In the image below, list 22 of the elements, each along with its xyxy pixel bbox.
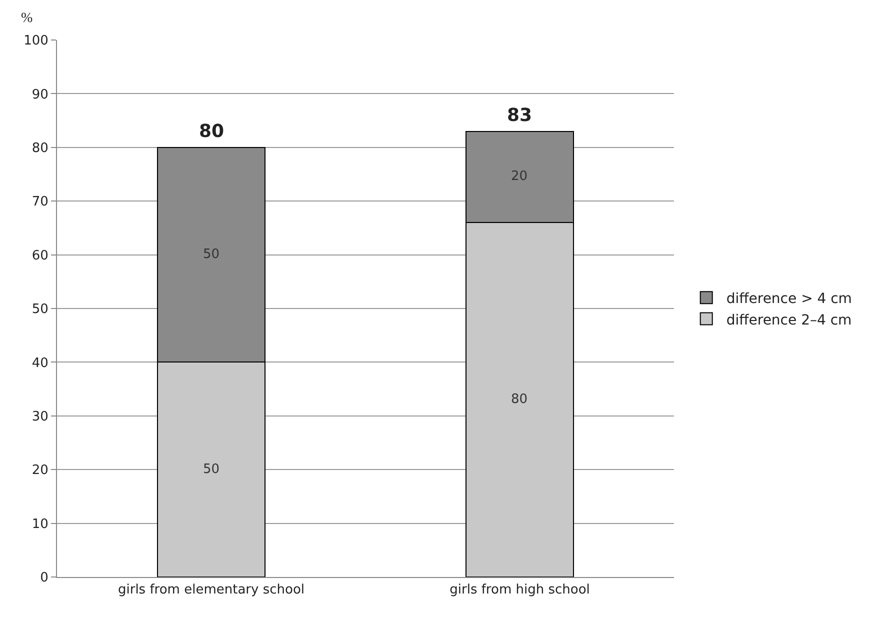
y-tick-label: 50 [32,302,48,318]
y-tick-label: 70 [32,194,48,210]
total-label: 83 [507,105,532,126]
y-axis-title: % [21,11,33,26]
annotation: 50 [203,247,220,262]
legend-label: difference 2–4 cm [726,312,852,328]
x-tick-label: girls from high school [450,582,590,598]
y-tick-label: 0 [40,570,48,586]
y-tick-label: 80 [32,140,48,156]
x-tick-label: girls from elementary school [118,582,305,598]
total-label: 80 [199,121,224,142]
y-tick-label: 90 [32,87,48,102]
y-tick-label: 40 [32,356,48,371]
y-tick-label: 10 [32,516,48,532]
y-tick-label: 100 [24,34,48,49]
annotation: 80 [511,392,528,407]
y-tick-label: 20 [32,463,48,478]
y-tick-label: 30 [32,409,48,424]
annotation: 20 [511,169,528,184]
annotation: 50 [203,462,220,477]
legend-label: difference > 4 cm [726,291,852,308]
y-tick-label: 60 [32,248,48,264]
